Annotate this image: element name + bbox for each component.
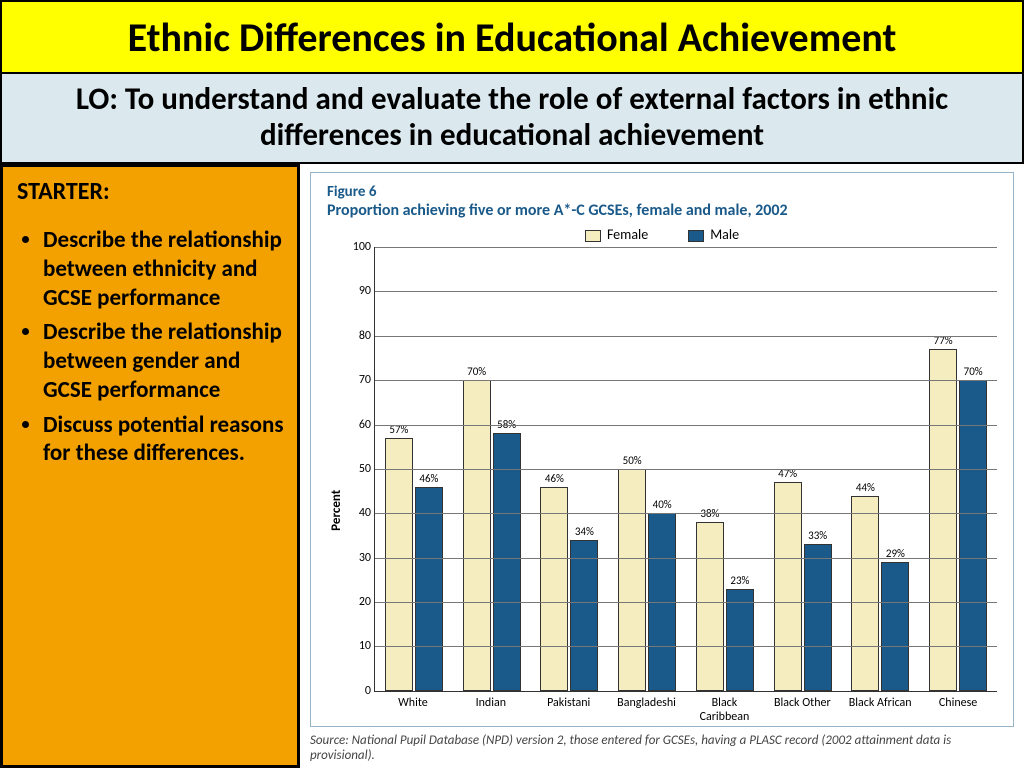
list-item: Describe the relationship between ethnic… — [43, 226, 285, 312]
y-tick: 60 — [347, 418, 371, 432]
figure-title: Proportion achieving five or more A*-C G… — [327, 201, 997, 220]
bar-female: 77% — [929, 349, 957, 691]
list-item: Discuss potential reasons for these diff… — [43, 411, 285, 469]
bar-female: 44% — [851, 496, 879, 691]
y-tick: 40 — [347, 506, 371, 520]
grid-line — [375, 646, 997, 647]
bar-value-label: 50% — [623, 454, 642, 467]
x-axis-label: Indian — [452, 696, 530, 724]
y-tick: 70 — [347, 373, 371, 387]
bar-male: 46% — [415, 487, 443, 691]
bar-male: 33% — [804, 544, 832, 690]
body-row: STARTER: Describe the relationship betwe… — [0, 164, 1024, 768]
swatch-female — [585, 230, 601, 242]
x-axis-label: Black African — [841, 696, 919, 724]
bar-female: 70% — [463, 380, 491, 691]
x-axis-label: Chinese — [919, 696, 997, 724]
list-item: Describe the relationship between gender… — [43, 318, 285, 404]
bar-value-label: 34% — [575, 525, 594, 538]
starter-list: Describe the relationship between ethnic… — [17, 226, 285, 468]
figure-number: Figure 6 — [327, 183, 997, 201]
bar-value-label: 46% — [545, 472, 564, 485]
grid-line — [375, 336, 997, 337]
page-title: Ethnic Differences in Educational Achiev… — [0, 0, 1024, 74]
y-tick: 0 — [347, 684, 371, 698]
y-tick: 90 — [347, 284, 371, 298]
x-axis-labels: WhiteIndianPakistaniBangladeshiBlack Car… — [374, 696, 997, 724]
bar-male: 34% — [570, 540, 598, 691]
y-axis-label: Percent — [327, 247, 344, 724]
bar-female: 38% — [696, 522, 724, 691]
bar-value-label: 70% — [467, 365, 486, 378]
chart-frame: Figure 6 Proportion achieving five or mo… — [310, 172, 1014, 727]
bar-female: 46% — [540, 487, 568, 691]
grid-line — [375, 380, 997, 381]
plot-column: 57%46%70%58%46%34%50%40%38%23%47%33%44%2… — [344, 247, 997, 724]
starter-panel: STARTER: Describe the relationship betwe… — [0, 164, 300, 768]
starter-heading: STARTER: — [17, 177, 285, 206]
grid-line — [375, 558, 997, 559]
grid-line — [375, 469, 997, 470]
chart-panel: Figure 6 Proportion achieving five or mo… — [300, 164, 1024, 768]
source-citation: Source: National Pupil Database (NPD) ve… — [310, 733, 1014, 764]
plot-wrap: Percent 57%46%70%58%46%34%50%40%38%23%47… — [327, 247, 997, 724]
bar-male: 70% — [959, 380, 987, 691]
bar-male: 23% — [726, 589, 754, 691]
bar-value-label: 33% — [808, 529, 827, 542]
x-axis-label: Pakistani — [530, 696, 608, 724]
bar-value-label: 44% — [856, 481, 875, 494]
y-tick: 30 — [347, 551, 371, 565]
grid-line — [375, 425, 997, 426]
y-tick: 50 — [347, 462, 371, 476]
bar-value-label: 70% — [964, 365, 983, 378]
y-tick: 80 — [347, 329, 371, 343]
x-axis-label: Black Caribbean — [686, 696, 764, 724]
bar-value-label: 40% — [653, 498, 672, 511]
y-tick: 20 — [347, 595, 371, 609]
swatch-male — [688, 230, 704, 242]
grid-line — [375, 513, 997, 514]
bar-value-label: 23% — [730, 574, 749, 587]
x-axis-label: Bangladeshi — [608, 696, 686, 724]
y-tick: 10 — [347, 639, 371, 653]
chart-legend: Female Male — [327, 226, 997, 243]
bar-female: 57% — [385, 438, 413, 691]
plot-area: 57%46%70%58%46%34%50%40%38%23%47%33%44%2… — [374, 247, 997, 692]
y-tick: 100 — [347, 240, 371, 254]
bar-male: 58% — [493, 433, 521, 690]
learning-objective: LO: To understand and evaluate the role … — [0, 74, 1024, 164]
grid-line — [375, 291, 997, 292]
grid-line — [375, 247, 997, 248]
bar-male: 29% — [881, 562, 909, 691]
bar-female: 50% — [618, 469, 646, 691]
x-axis-label: Black Other — [763, 696, 841, 724]
legend-item-female: Female — [585, 226, 648, 243]
bar-value-label: 46% — [419, 472, 438, 485]
grid-line — [375, 602, 997, 603]
legend-item-male: Male — [688, 226, 739, 243]
x-axis-label: White — [374, 696, 452, 724]
